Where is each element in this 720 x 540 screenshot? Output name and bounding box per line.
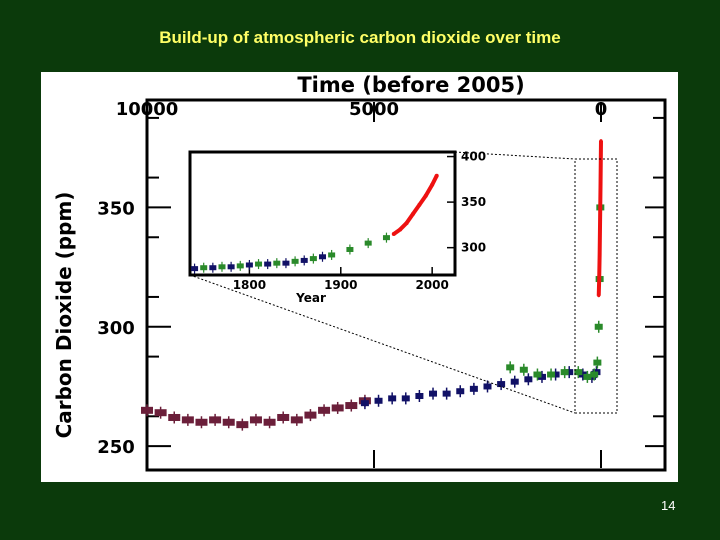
main-data-point [599,139,603,143]
inset-x-tick-label: 2000 [415,278,448,292]
main-data-point [597,294,601,298]
inset-data-marks [191,173,439,274]
zoom-box [574,158,618,414]
main-y-tick-label: 250 [97,437,135,458]
co2-chart: Time (before 2005) Carbon Dioxide (ppm) … [52,73,667,472]
main-axis-ticks: 1000050000250300350 [97,99,665,468]
inset-axis-ticks: 1800 1900 2000 300 350 400 [233,150,486,292]
inset-data-point [404,221,409,226]
inset-data-point [398,227,403,232]
inset-data-point [423,193,428,198]
main-data-point [597,277,601,281]
zoom-line-bottom [189,274,576,414]
slide-page-number: 14 [661,498,676,513]
main-data-point [598,217,602,221]
main-y-tick-label: 350 [97,198,135,219]
inset-x-tick-label: 1900 [324,278,357,292]
main-data-point [598,253,602,257]
zoom-line-top [454,151,576,160]
co2-figure: Time (before 2005) Carbon Dioxide (ppm) … [41,72,678,482]
inset-x-axis-title: Year [295,291,326,305]
inset-data-point [410,211,415,216]
inset-y-tick-label: 300 [461,241,486,255]
main-x-axis-title: Time (before 2005) [297,73,524,97]
inset-data-point [430,182,435,187]
inset-data-point [391,232,396,236]
main-y-axis-title: Carbon Dioxide (ppm) [52,192,76,439]
main-y-tick-label: 300 [97,318,135,339]
slide-title: Build-up of atmospheric carbon dioxide o… [159,28,561,47]
inset-y-tick-label: 400 [461,150,486,164]
inset-x-tick-label: 1800 [233,278,266,292]
inset-data-point [417,202,422,207]
main-data-point [599,182,603,186]
main-data-marks [141,139,605,431]
inset-y-tick-label: 350 [461,195,486,209]
inset-data-point [434,173,439,178]
main-series-line [596,140,603,296]
